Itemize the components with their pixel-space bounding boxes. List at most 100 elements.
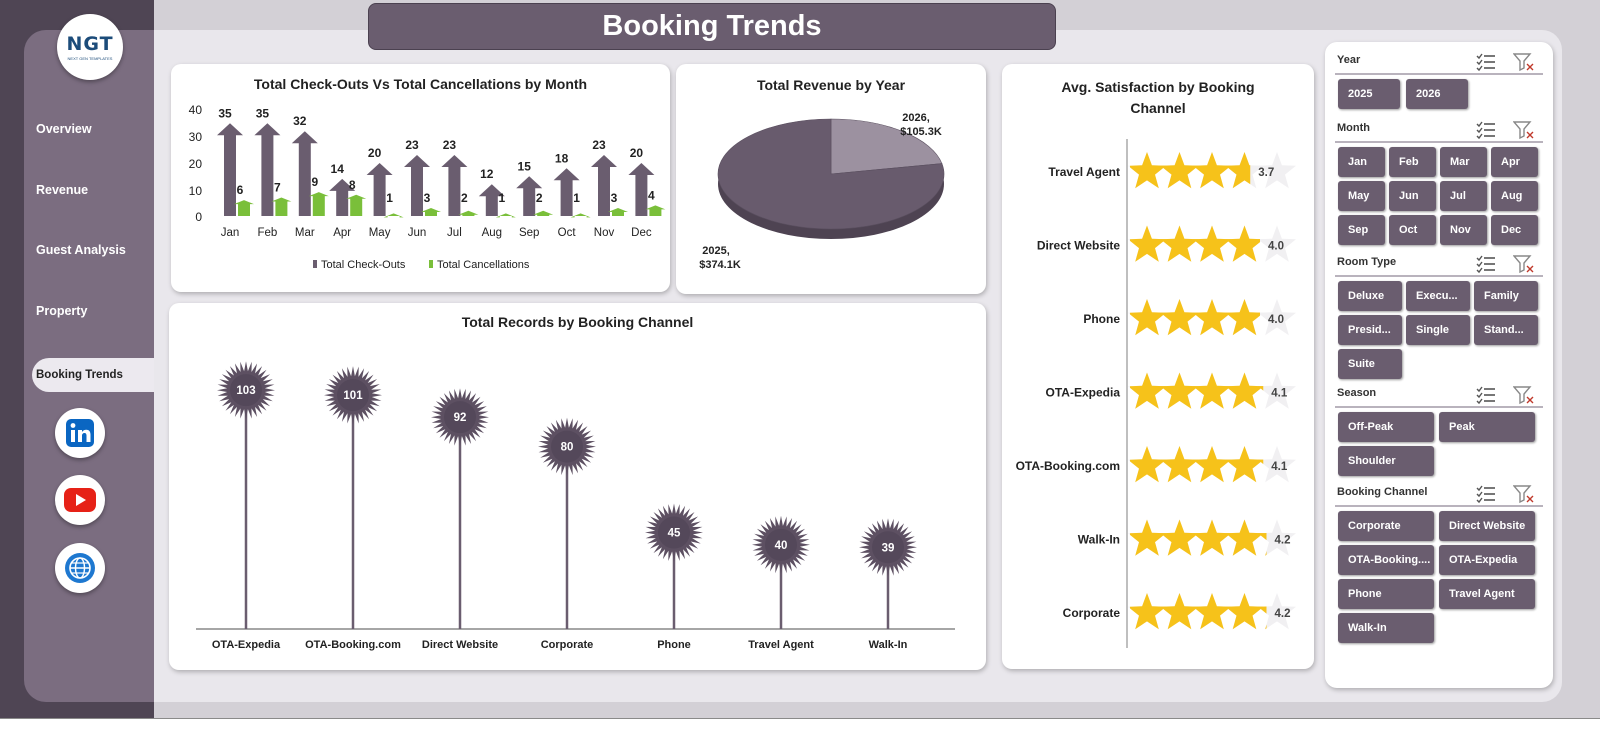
slicer-item-room-type[interactable]: Presid... (1338, 315, 1402, 345)
channel-tick-label: Walk-In (869, 639, 908, 651)
nav-property[interactable]: Property (36, 304, 88, 318)
slicer-item-year[interactable]: 2026 (1406, 79, 1468, 109)
slicer-item-month[interactable]: Jan (1338, 147, 1385, 177)
nav-revenue[interactable]: Revenue (36, 183, 89, 197)
slicer-title-booking-channel: Booking Channel (1337, 486, 1428, 498)
checkout-value-label: 23 (405, 138, 419, 152)
globe-icon[interactable] (55, 543, 105, 593)
cancellation-value-label: 1 (386, 191, 393, 205)
slicer-item-year[interactable]: 2025 (1338, 79, 1400, 109)
slicer-item-season[interactable]: Peak (1439, 412, 1535, 442)
multi-select-icon[interactable] (1475, 484, 1497, 504)
slicer-item-month[interactable]: Feb (1389, 147, 1436, 177)
nav-guest-analysis[interactable]: Guest Analysis (36, 243, 126, 257)
checkout-value-label: 35 (256, 106, 270, 120)
rating-value-label: 4.2 (1275, 535, 1291, 547)
star-filled (1130, 152, 1166, 189)
star-filled (1193, 593, 1231, 630)
slicer-item-booking-channel[interactable]: Corporate (1338, 511, 1434, 541)
clear-filter-icon[interactable] (1512, 254, 1535, 274)
nav-overview[interactable]: Overview (36, 122, 92, 136)
slicer-item-month[interactable]: Apr (1491, 147, 1538, 177)
multi-select-icon[interactable] (1475, 52, 1497, 72)
slicer-item-month[interactable]: Jun (1389, 181, 1436, 211)
month-tick-label: Feb (257, 227, 277, 239)
slicer-item-season[interactable]: Shoulder (1338, 446, 1434, 476)
slicer-item-booking-channel[interactable]: Travel Agent (1439, 579, 1535, 609)
checkout-bar (329, 178, 356, 216)
rating-value-label: 4.1 (1271, 388, 1288, 400)
slicer-item-room-type[interactable]: Deluxe (1338, 281, 1402, 311)
slicer-item-booking-channel[interactable]: OTA-Expedia (1439, 545, 1535, 575)
satisfaction-star-chart: Travel Agent 3.7 Direct Website 4.0 Phone 4.0… (1016, 139, 1296, 648)
slicer-item-month[interactable]: Mar (1440, 147, 1487, 177)
star-filled (1193, 152, 1231, 189)
records-title: Total Records by Booking Channel (461, 314, 694, 330)
slicer-item-month[interactable]: Jul (1440, 181, 1487, 211)
star-filled (1225, 225, 1260, 262)
checkout-value-label: 15 (518, 159, 532, 173)
clear-filter-icon[interactable] (1512, 52, 1535, 72)
multi-select-icon[interactable] (1475, 254, 1497, 274)
slicer-item-month[interactable]: Dec (1491, 215, 1538, 245)
channel-label: Phone (1083, 312, 1120, 326)
legend-cancellations: Total Cancellations (437, 259, 530, 271)
star-filled (1130, 446, 1166, 483)
slicer-item-room-type[interactable]: Single (1406, 315, 1470, 345)
slicer-item-room-type[interactable]: Stand... (1474, 315, 1538, 345)
slicer-divider (1335, 73, 1543, 75)
slicer-item-room-type[interactable]: Execu... (1406, 281, 1470, 311)
star-filled (1130, 593, 1166, 630)
slicer-divider (1335, 505, 1543, 507)
cancellation-bar (533, 210, 554, 216)
checkout-bar (441, 155, 468, 216)
linkedin-icon[interactable] (55, 408, 105, 458)
slicer-item-booking-channel[interactable]: Phone (1338, 579, 1434, 609)
legend-cancellations-swatch (429, 260, 433, 268)
month-tick-label: Jan (221, 227, 240, 239)
checkout-value-label: 14 (331, 162, 345, 176)
slicer-item-month[interactable]: Nov (1440, 215, 1487, 245)
clear-filter-icon[interactable] (1512, 120, 1535, 140)
slicer-item-booking-channel[interactable]: OTA-Booking.... (1338, 545, 1434, 575)
checkout-bar (553, 168, 580, 216)
lollipop-value-label: 80 (561, 442, 574, 454)
star-filled (1258, 459, 1264, 464)
slicer-item-month[interactable]: May (1338, 181, 1385, 211)
checkout-bar (291, 131, 318, 216)
month-tick-label: Aug (482, 227, 502, 239)
month-tick-label: Dec (631, 227, 652, 239)
slicer-item-room-type[interactable]: Suite (1338, 349, 1402, 379)
slicer-item-room-type[interactable]: Family (1474, 281, 1538, 311)
clear-filter-icon[interactable] (1512, 484, 1535, 504)
revenue-card: Total Revenue by Year 2026, $105.3K 2025… (676, 64, 986, 294)
cancellation-value-label: 8 (349, 178, 356, 192)
channel-label: Walk-In (1078, 533, 1120, 547)
channel-tick-label: Direct Website (422, 639, 498, 651)
checkout-value-label: 12 (480, 167, 494, 181)
cancellation-value-label: 2 (536, 191, 543, 205)
cancellation-value-label: 7 (274, 180, 281, 194)
star-empty (1258, 152, 1296, 189)
nav-booking-trends[interactable]: Booking Trends (32, 358, 154, 392)
month-tick-label: Oct (558, 227, 577, 239)
youtube-icon[interactable] (55, 475, 105, 525)
records-lollipop-chart: 103 OTA-Expedia 101 OTA-Booking.com 92 Direct… (196, 361, 955, 651)
slicer-item-month[interactable]: Oct (1389, 215, 1436, 245)
records-card: Total Records by Booking Channel 103 OTA-… (169, 303, 986, 670)
slicer-item-month[interactable]: Aug (1491, 181, 1538, 211)
slicer-item-booking-channel[interactable]: Walk-In (1338, 613, 1434, 643)
star-filled (1130, 299, 1166, 336)
slicer-item-booking-channel[interactable]: Direct Website (1439, 511, 1535, 541)
slicer-item-month[interactable]: Sep (1338, 215, 1385, 245)
clear-filter-icon[interactable] (1512, 385, 1535, 405)
multi-select-icon[interactable] (1475, 120, 1497, 140)
star-empty (1258, 372, 1296, 409)
rating-value-label: 4.1 (1271, 461, 1288, 473)
month-tick-label: Sep (519, 227, 539, 239)
star-filled (1160, 446, 1199, 483)
star-filled (1258, 386, 1264, 391)
slicer-item-season[interactable]: Off-Peak (1338, 412, 1434, 442)
cancellation-value-label: 1 (498, 191, 505, 205)
multi-select-icon[interactable] (1475, 385, 1497, 405)
